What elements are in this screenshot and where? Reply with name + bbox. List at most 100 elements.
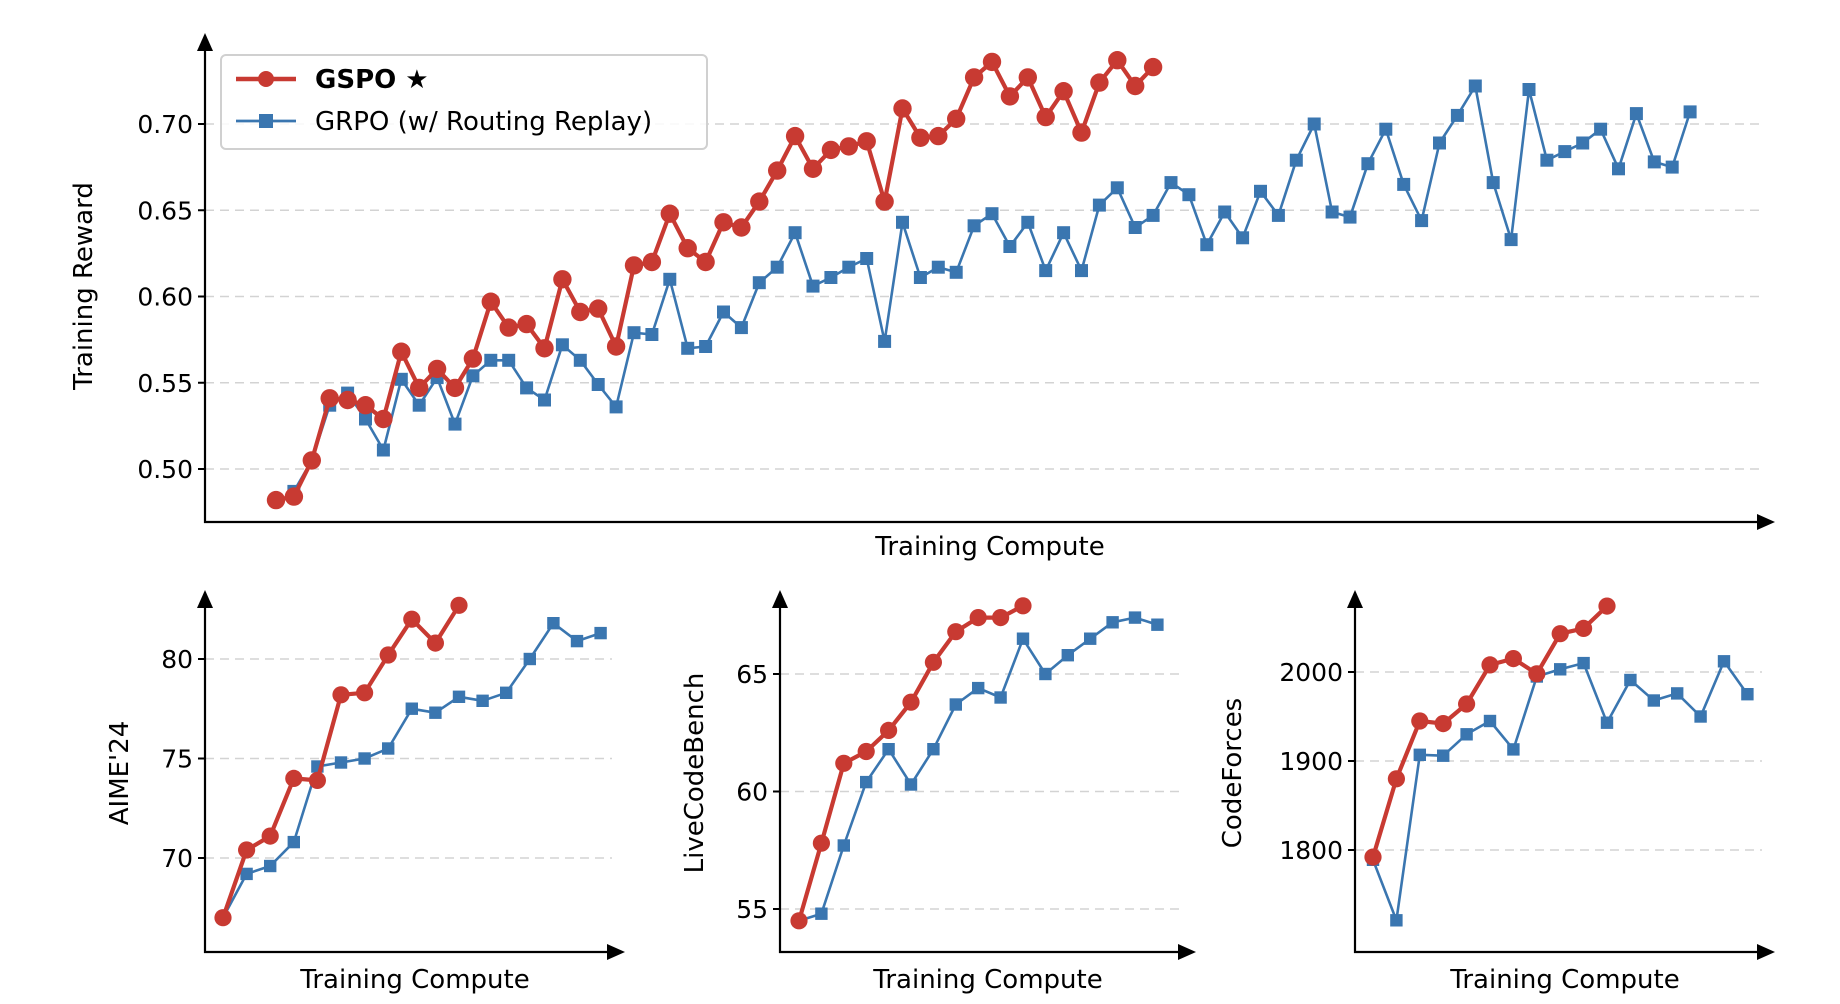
grpo-point [1271,208,1285,222]
grpo-point [1522,83,1536,96]
gspo-point [660,204,679,223]
gspo-point [969,609,987,627]
gspo-point [308,771,326,790]
grpo-point [1039,264,1053,278]
gspo-point [1411,712,1429,730]
grpo-point [448,417,462,431]
y-tick-label: 0.70 [137,110,193,139]
grpo-point [627,326,641,340]
gspo-point [929,126,948,146]
gspo-point [1528,665,1546,683]
grpo-point [972,681,985,695]
grpo-point [500,686,513,699]
livecodebench-panel: 55 60 65 Training Compute LiveCodeBench [680,590,1196,995]
grpo-point [1694,710,1707,723]
grpo-series [1366,655,1754,927]
gspo-line [1370,604,1609,858]
gspo-point [812,834,831,852]
gspo-point [1143,57,1163,77]
gspo-point [821,140,841,160]
gspo-point [499,318,518,337]
legend-entry-grpo: GRPO (w/ Routing Replay) [236,107,652,137]
grpo-point [663,272,677,286]
gspo-point [481,292,500,311]
legend-entry-gspo: GSPO ★ [236,65,429,95]
y-ticks: 55 60 65 [736,660,780,924]
axes [772,590,1196,960]
gspo-point [517,314,536,334]
grpo-point [878,334,892,348]
grpo-point [1200,238,1214,252]
grpo-point [466,369,480,383]
grpo-point [896,215,909,229]
grpo-point [1289,153,1303,167]
gspo-point [392,342,411,361]
gspo-point [535,339,554,358]
grpo-series [792,611,1164,927]
gspo-point [875,192,894,211]
grpo-point [1671,687,1684,700]
grpo-point [699,340,713,353]
grpo-point [382,742,395,755]
grpo-point [1307,117,1321,131]
grpo-point [1486,176,1500,190]
gspo-point [1551,625,1569,643]
gspo-point [893,99,912,118]
gspo-point [356,684,374,702]
gspo-point [714,213,733,232]
grpo-point [594,626,607,640]
gspo-point [1108,51,1127,70]
gspo-legend-marker-icon [258,71,274,87]
grpo-point [717,305,730,319]
grpo-point [334,756,348,769]
legend-frame [220,54,708,150]
gspo-point [1598,597,1616,615]
grpo-point [788,226,802,240]
grpo-point [1016,632,1030,645]
grpo-point [591,378,605,391]
gspo-point [1504,650,1522,668]
gspo-point [1000,87,1020,106]
gspo-point [285,769,303,788]
grpo-point [1460,728,1473,741]
grpo-point [681,341,695,355]
grpo-point [1039,667,1052,681]
gspo-point [450,596,468,614]
grpo-point [547,617,560,630]
grpo-point [1128,221,1142,234]
grpo-point [815,907,828,920]
gspo-point [678,239,697,258]
grpo-point [1540,153,1554,167]
gspo-series [1364,597,1616,866]
gspo-point [284,487,304,506]
grid-lines [205,658,612,859]
grpo-point [1624,673,1637,687]
gspo-point [790,912,808,930]
y-tick-label: 0.60 [137,283,193,312]
y-tick-label: 0.65 [137,196,193,225]
y-tick-label: 60 [736,778,768,807]
grpo-point [1647,155,1661,169]
grpo-point [484,353,498,367]
grpo-point [264,859,277,873]
grpo-point [394,372,408,386]
x-axis-arrow-icon [1757,944,1775,960]
gspo-point [947,109,966,128]
y-axis-arrow-icon [197,33,213,51]
gspo-point [880,721,898,740]
grpo-point [1092,198,1106,212]
grpo-point [842,260,856,274]
grpo-point [806,279,820,293]
grpo-point [1182,188,1196,202]
grpo-point [985,207,999,221]
grpo-point [609,400,623,414]
gspo-point [445,378,465,398]
grpo-point [538,393,551,407]
grpo-point [1433,136,1446,150]
gspo-point [379,646,397,664]
gspo-point [302,451,321,470]
grpo-point [1450,108,1464,122]
grpo-point [1612,162,1625,176]
grpo-point [1057,226,1071,240]
